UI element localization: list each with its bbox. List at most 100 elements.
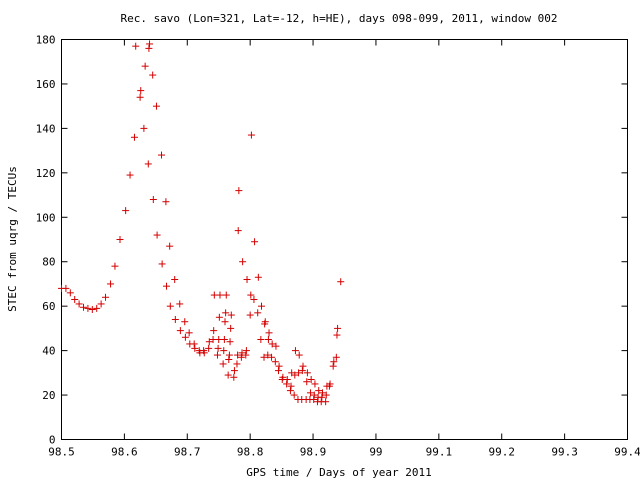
- data-point: [140, 124, 148, 132]
- data-point: [205, 344, 213, 352]
- data-point: [268, 353, 276, 361]
- data-point: [247, 131, 255, 139]
- data-point: [279, 373, 287, 381]
- data-point: [126, 171, 134, 179]
- data-point: [283, 380, 291, 388]
- data-point: [268, 340, 276, 348]
- data-point: [227, 311, 235, 319]
- data-points: [58, 40, 345, 406]
- y-tick-label: 20: [42, 389, 55, 402]
- data-point: [158, 260, 166, 268]
- data-point: [93, 304, 101, 312]
- data-point: [220, 347, 228, 355]
- x-tick-label: 98.6: [111, 446, 138, 459]
- data-point: [334, 324, 342, 332]
- x-tick-label: 99.3: [551, 446, 578, 459]
- data-point: [310, 396, 318, 403]
- data-point: [286, 387, 294, 395]
- data-point: [310, 391, 318, 399]
- data-point: [311, 380, 319, 388]
- data-point: [102, 293, 110, 301]
- x-tick-label: 99.1: [426, 446, 453, 459]
- data-point: [75, 300, 83, 308]
- data-point: [254, 309, 262, 317]
- data-point: [257, 302, 265, 310]
- y-tick-label: 100: [36, 211, 56, 224]
- data-point: [242, 347, 250, 355]
- data-point: [225, 351, 233, 359]
- data-point: [303, 369, 311, 377]
- data-point: [141, 62, 149, 70]
- data-point: [290, 391, 298, 399]
- data-point: [216, 291, 224, 299]
- data-point: [66, 289, 74, 297]
- data-point: [230, 373, 238, 381]
- data-point: [322, 398, 330, 406]
- data-point: [237, 353, 245, 361]
- data-point: [84, 304, 92, 312]
- y-tick-label: 0: [49, 434, 56, 447]
- data-point: [162, 198, 170, 206]
- data-point: [171, 316, 179, 323]
- data-point: [260, 353, 268, 361]
- data-point: [239, 258, 247, 266]
- data-point: [329, 362, 337, 370]
- data-point: [219, 360, 227, 368]
- x-axis-ticks: 98.5 98.6 98.7 98.8 98.9 99 99.1 99.2 99.3 99.4: [48, 39, 640, 459]
- data-point: [318, 389, 326, 397]
- data-point: [221, 318, 229, 326]
- y-tick-label: 160: [36, 78, 56, 91]
- data-point: [234, 227, 242, 235]
- x-tick-label: 98.7: [174, 446, 201, 459]
- data-point: [295, 351, 303, 359]
- plot-frame: [61, 39, 628, 440]
- data-point: [145, 44, 153, 52]
- data-point: [107, 280, 115, 288]
- data-point: [227, 324, 235, 332]
- data-point: [111, 262, 119, 270]
- data-point: [271, 358, 279, 366]
- chart-title: Rec. savo (Lon=321, Lat=-12, h=HE), days…: [120, 12, 557, 25]
- data-point: [283, 376, 291, 383]
- data-point: [215, 313, 223, 321]
- y-axis-ticks: 0 20 40 60 80 100 120 140 160 180: [36, 34, 628, 447]
- data-point: [299, 362, 307, 370]
- data-point: [157, 151, 165, 159]
- data-point: [222, 309, 230, 317]
- y-tick-label: 120: [36, 167, 56, 180]
- data-point: [132, 42, 140, 50]
- data-point: [171, 276, 179, 283]
- data-point: [88, 306, 96, 313]
- y-tick-label: 140: [36, 122, 56, 135]
- data-point: [337, 278, 345, 286]
- data-point: [210, 327, 218, 335]
- data-point: [287, 382, 295, 390]
- data-point: [315, 387, 323, 395]
- data-point: [332, 353, 340, 361]
- y-tick-label: 40: [42, 345, 55, 358]
- data-point: [298, 367, 306, 375]
- data-point: [250, 296, 258, 303]
- data-point: [181, 318, 189, 326]
- x-axis-label: GPS time / Days of year 2011: [246, 466, 431, 479]
- data-point: [333, 331, 341, 339]
- data-point: [274, 367, 282, 375]
- data-point: [214, 344, 222, 352]
- data-point: [235, 187, 243, 195]
- data-point: [71, 296, 79, 303]
- x-tick-label: 99.4: [614, 446, 640, 459]
- data-point: [225, 356, 233, 363]
- data-point: [261, 318, 269, 326]
- x-tick-label: 99.2: [488, 446, 515, 459]
- data-point: [220, 336, 228, 343]
- y-axis-label: STEC from uqrg / TECUs: [6, 166, 19, 312]
- data-point: [238, 349, 246, 357]
- data-point: [224, 371, 232, 379]
- data-point: [326, 380, 334, 388]
- data-point: [243, 276, 251, 283]
- data-point: [185, 329, 193, 337]
- data-point: [246, 311, 254, 319]
- x-tick-label: 98.9: [300, 446, 327, 459]
- x-tick-label: 99: [369, 446, 382, 459]
- data-point: [191, 344, 199, 352]
